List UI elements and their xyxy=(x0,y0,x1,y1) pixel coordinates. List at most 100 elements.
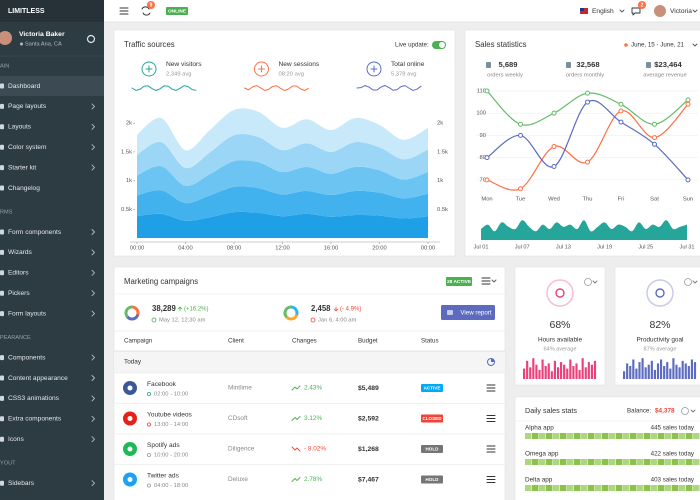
kpi-ring xyxy=(546,279,574,307)
nav-icon xyxy=(0,185,4,191)
date-range[interactable]: June, 15 - June, 21 xyxy=(631,42,685,49)
nav-item[interactable]: Form layouts xyxy=(8,310,47,317)
nav-item[interactable]: Editors xyxy=(8,270,29,277)
stat-change: (+16.2%) xyxy=(184,307,209,313)
chevron xyxy=(91,144,95,151)
date-dot xyxy=(624,43,628,47)
bar xyxy=(641,358,644,379)
data-point xyxy=(551,164,557,170)
nav-icon xyxy=(0,355,4,361)
more-icon xyxy=(584,278,592,286)
data-point xyxy=(685,97,691,103)
stat-icon xyxy=(486,62,491,68)
client: CDsoft xyxy=(228,415,248,422)
nav-item[interactable]: Page layouts xyxy=(8,103,47,110)
user-name[interactable]: Victoria xyxy=(670,8,692,15)
bar xyxy=(569,359,572,379)
bar xyxy=(547,363,550,379)
x-tick-label: 04:00 xyxy=(178,246,193,252)
status-badge xyxy=(421,384,443,392)
button-label[interactable]: View report xyxy=(460,310,491,317)
section-title: PEARANCE xyxy=(0,335,31,341)
nav-icon xyxy=(0,144,4,150)
kpi-value: 68% xyxy=(549,319,570,331)
nav-item[interactable]: Starter kit xyxy=(8,164,36,171)
stat-date: Jan 6, 4:00 am xyxy=(318,318,357,324)
nav-item[interactable]: Icons xyxy=(8,436,24,443)
x-tick-label: Thu xyxy=(583,197,593,203)
x-tick-label: 20:00 xyxy=(372,246,387,252)
y-tick-label: 90 xyxy=(480,133,486,139)
bar xyxy=(587,362,590,379)
client: Deluxe xyxy=(228,476,248,483)
bar xyxy=(575,363,578,379)
bar xyxy=(581,358,584,379)
language[interactable]: English xyxy=(592,8,614,15)
nav-icon xyxy=(0,249,4,255)
bar xyxy=(672,358,675,379)
nav-item[interactable]: Wizards xyxy=(8,249,33,256)
nav-item[interactable]: Changelog xyxy=(8,185,40,192)
trend-icon xyxy=(291,477,301,482)
stream-layer xyxy=(137,108,428,169)
chevron xyxy=(91,310,95,317)
nav-item[interactable]: Form components xyxy=(8,229,62,236)
nav-item[interactable]: Components xyxy=(8,354,46,361)
nav-item[interactable]: Color system xyxy=(8,144,47,151)
donut-segment xyxy=(130,305,140,317)
nav-item[interactable]: Extra components xyxy=(8,416,62,423)
menu-icon xyxy=(481,277,491,285)
nav-icon xyxy=(0,395,4,401)
sales-progress xyxy=(525,485,700,491)
data-point xyxy=(618,108,624,114)
nav-item[interactable]: Dashboard xyxy=(8,83,41,90)
donut-segment xyxy=(284,314,298,321)
chevron xyxy=(91,164,95,171)
bar xyxy=(541,359,544,379)
budget: $7,467 xyxy=(358,476,379,483)
view-report-button[interactable] xyxy=(441,305,495,320)
bar xyxy=(556,367,560,379)
y-tick-label: 1.5k xyxy=(121,149,132,155)
campaign-time: 02:00 - 10:00 xyxy=(154,392,188,398)
stat-value: 5,378 avg xyxy=(391,72,416,78)
nav-item[interactable]: Sidebars xyxy=(8,480,35,487)
kpi-icon-bg xyxy=(655,288,665,298)
kpi-icon-bg xyxy=(555,288,565,298)
y-tick-label: 0.5k xyxy=(121,207,132,213)
y2-tick-label: 1k xyxy=(437,178,443,184)
data-point xyxy=(618,119,624,125)
bar xyxy=(693,362,697,379)
badge-count: 2 xyxy=(641,3,644,9)
data-point xyxy=(484,177,490,183)
nav-item[interactable]: CSS3 animations xyxy=(8,395,60,402)
settings-icon[interactable] xyxy=(86,34,96,44)
nav-icon xyxy=(0,103,4,109)
data-point xyxy=(618,101,624,107)
stat-icon xyxy=(254,61,269,77)
chevron xyxy=(91,269,95,276)
section-title: RMS xyxy=(0,209,13,215)
nav-item[interactable]: Content appearance xyxy=(8,375,68,382)
balance-label: Balance: xyxy=(627,408,651,415)
nav-item[interactable]: Pickers xyxy=(8,290,30,297)
campaign-name: Facebook xyxy=(147,381,177,388)
trend-area xyxy=(481,220,687,240)
menu-icon xyxy=(486,384,496,392)
status-text: CLOSED xyxy=(422,416,442,421)
x-tick-label: Jul 13 xyxy=(556,244,571,250)
data-point xyxy=(518,132,523,138)
bar xyxy=(629,366,632,379)
nav-item[interactable]: Layouts xyxy=(8,124,32,131)
sales-progress xyxy=(525,459,700,465)
client: Mintlime xyxy=(228,385,252,392)
kpi-label: Productivity goal xyxy=(637,337,684,344)
campaign-time: 04:00 - 18:00 xyxy=(154,483,188,489)
campaign-time: 13:00 - 14:00 xyxy=(154,422,188,428)
stat-label: New visitors xyxy=(166,61,202,68)
chevron xyxy=(91,354,95,361)
nav-icon xyxy=(0,290,4,296)
stat-glyph xyxy=(258,65,265,73)
nav-icon xyxy=(0,270,4,276)
